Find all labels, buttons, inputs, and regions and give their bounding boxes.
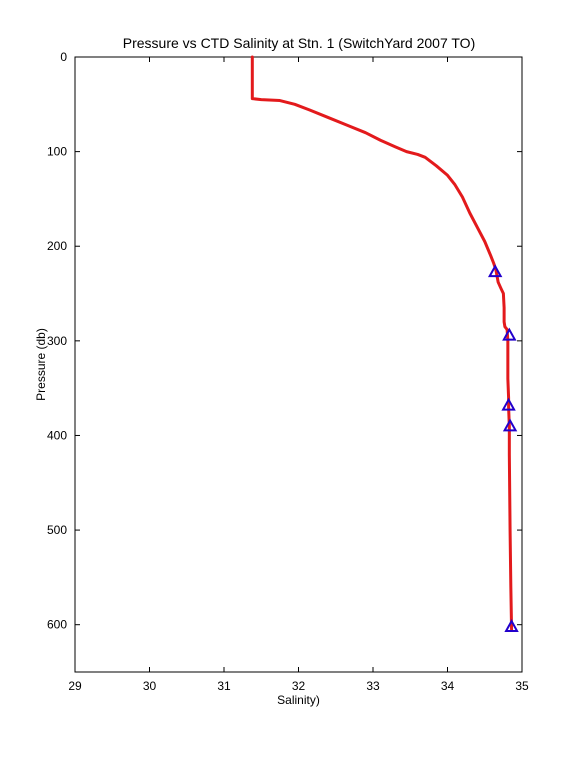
y-tick-label: 400 [47,428,67,442]
y-axis-label: Pressure (db) [34,328,48,401]
y-tick-label: 0 [60,50,67,64]
x-tick-label: 35 [515,679,529,693]
bottle-sample-marker [502,327,517,341]
x-tick-label: 32 [292,679,306,693]
y-tick-label: 300 [47,334,67,348]
plot-area [74,56,523,673]
bottle-sample-marker [487,264,503,278]
chart-title: Pressure vs CTD Salinity at Stn. 1 (Swit… [123,35,475,51]
x-axis: 29 30 31 32 33 34 35 [68,57,529,693]
y-tick-label: 100 [47,145,67,159]
x-axis-label: Salinity) [277,693,320,707]
y-tick-label: 500 [47,523,67,537]
x-tick-label: 33 [366,679,380,693]
x-tick-label: 34 [441,679,455,693]
y-axis: 0 100 200 300 400 500 600 [47,50,522,632]
y-tick-label: 200 [47,239,67,253]
bottle-sample-marker [502,418,518,432]
x-tick-label: 30 [143,679,157,693]
y-tick-label: 600 [47,618,67,632]
bottle-sample-marker [504,619,519,632]
data-layer [250,55,519,632]
x-tick-label: 29 [68,679,82,693]
bottle-sample-marker [501,397,516,411]
x-tick-label: 31 [217,679,231,693]
salinity-profile-line [250,55,514,631]
